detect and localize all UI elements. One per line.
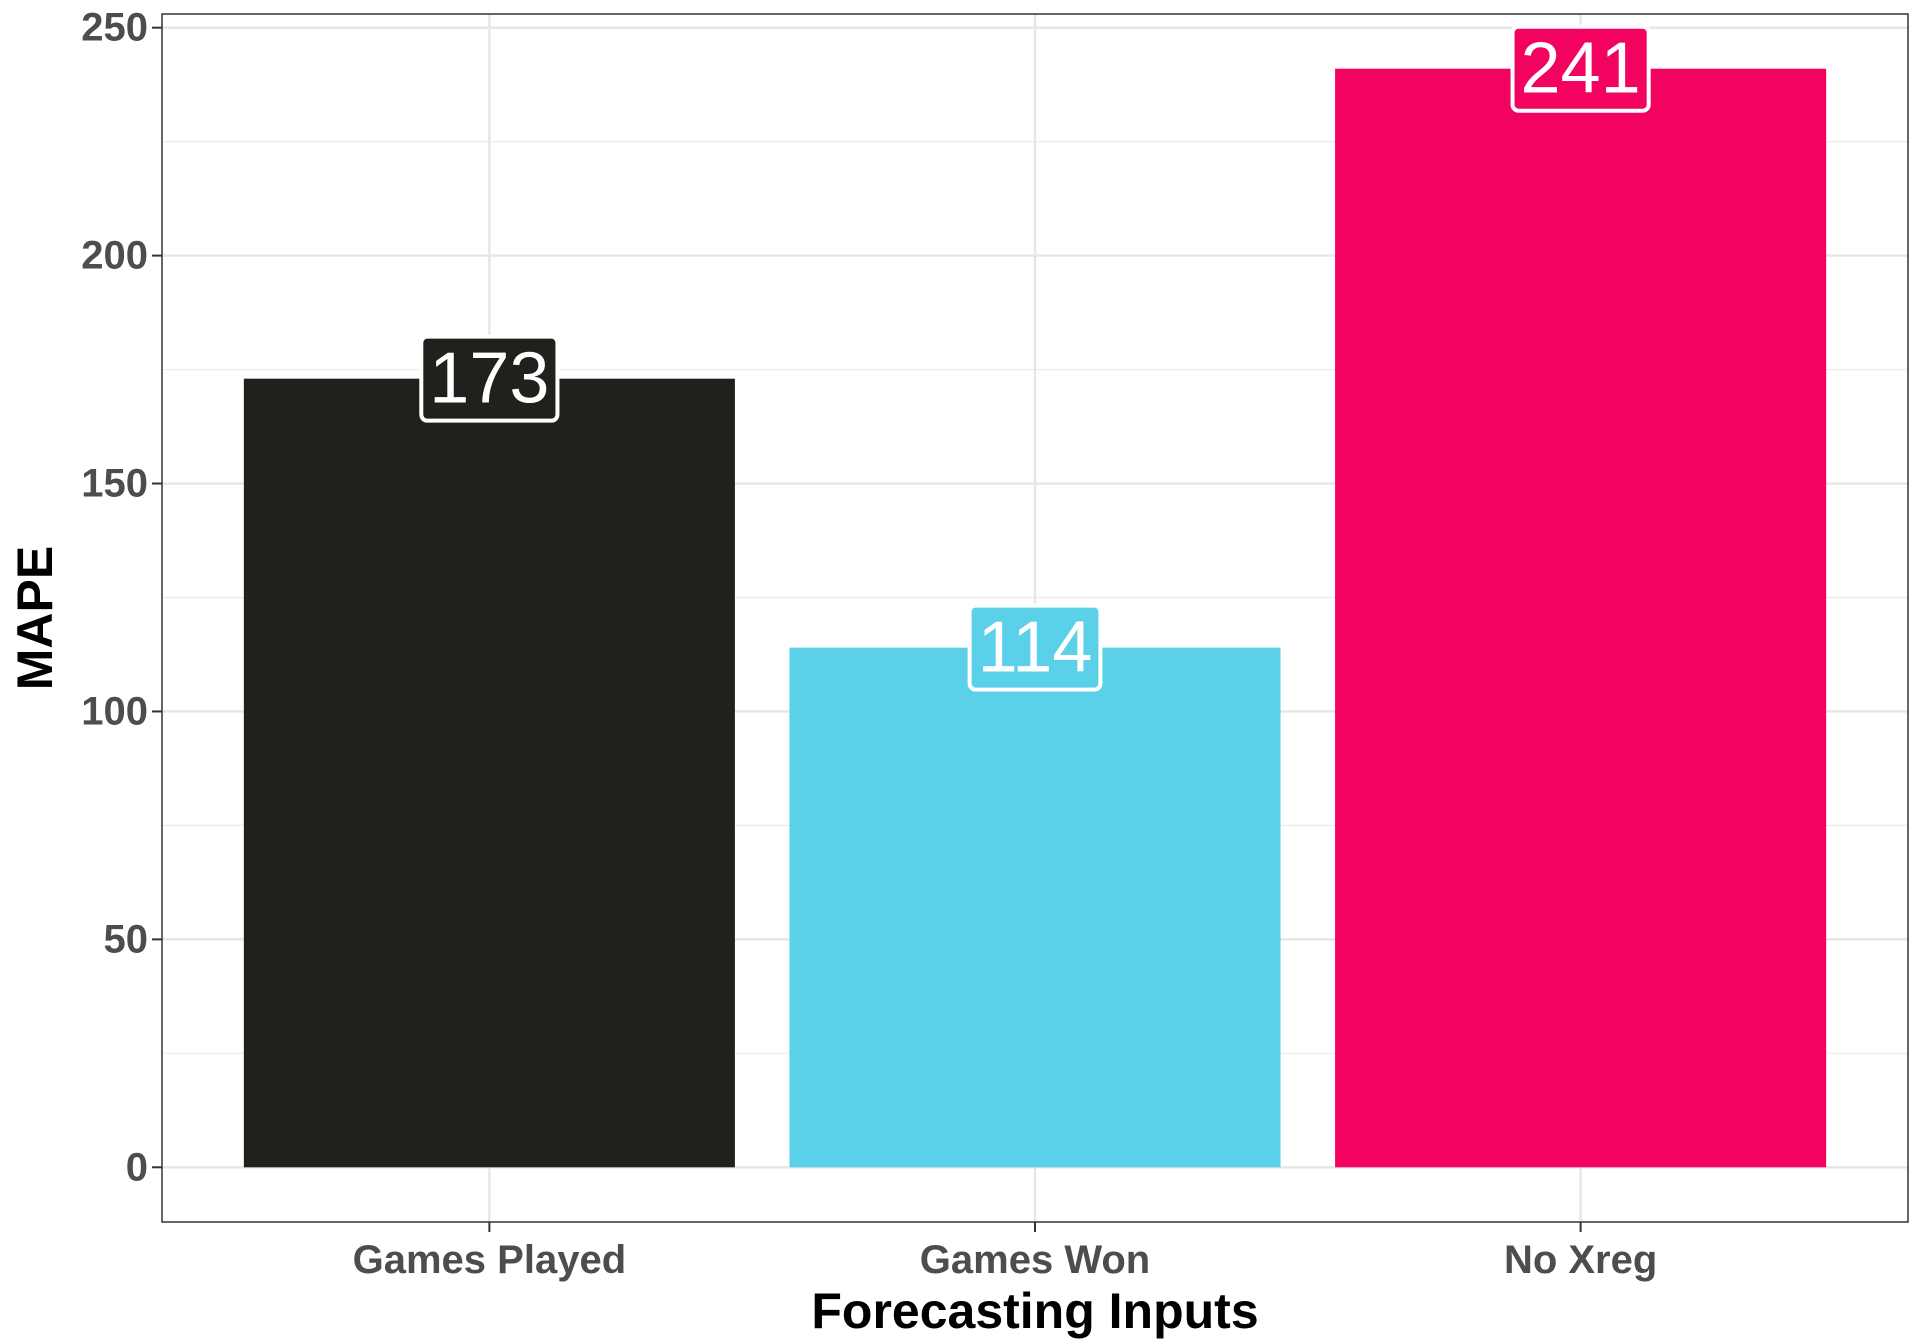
- value-label-text: 173: [429, 339, 549, 419]
- y-axis-title: MAPE: [7, 546, 63, 690]
- value-label-box: [419, 334, 560, 423]
- x-tick-label: No Xreg: [1504, 1238, 1657, 1282]
- value-label: 173: [419, 334, 560, 423]
- value-label-box: [1510, 24, 1651, 113]
- bars: [243, 68, 1827, 1168]
- y-tick-label: 100: [81, 689, 148, 733]
- x-tick-label: Games Played: [353, 1238, 627, 1282]
- value-labels: 173 114 241: [419, 24, 1651, 692]
- bar: [789, 647, 1281, 1168]
- y-tick-label: 150: [81, 462, 148, 506]
- y-axis: 0 50 100 150 200 250: [81, 6, 162, 1189]
- x-axis-title: Forecasting Inputs: [811, 1283, 1258, 1339]
- y-tick-label: 0: [126, 1145, 148, 1189]
- y-tick-label: 200: [81, 234, 148, 278]
- value-label-text: 241: [1521, 29, 1641, 109]
- value-label: 241: [1510, 24, 1651, 113]
- y-tick-label: 250: [81, 6, 148, 50]
- value-label-box: [967, 603, 1103, 692]
- y-tick-label: 50: [104, 917, 149, 961]
- x-tick-label: Games Won: [920, 1238, 1150, 1282]
- bar: [243, 378, 735, 1168]
- x-axis: Games Played Games Won No Xreg: [353, 1222, 1657, 1282]
- value-label-text: 114: [978, 608, 1093, 688]
- bar: [1335, 68, 1827, 1168]
- value-label: 114: [967, 603, 1103, 692]
